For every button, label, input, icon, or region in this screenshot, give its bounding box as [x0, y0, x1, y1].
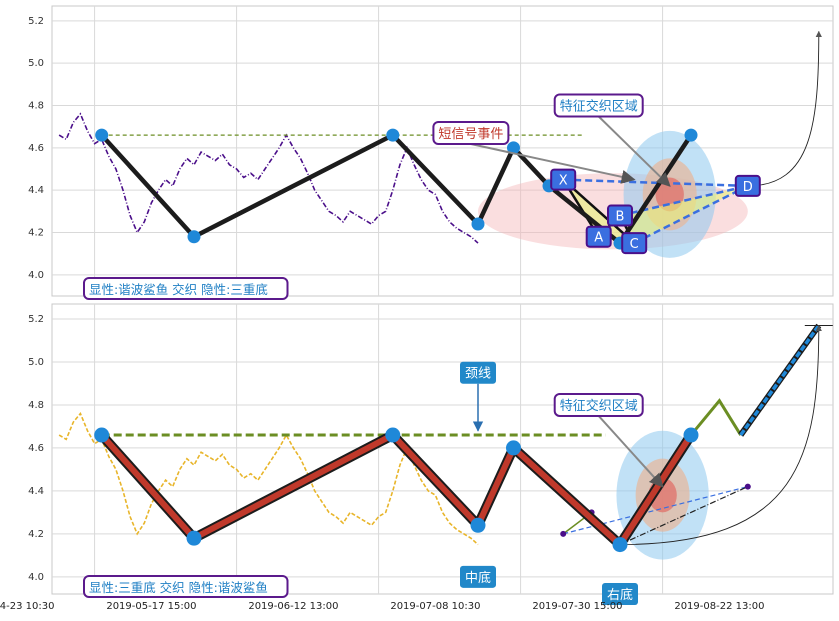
plot-frame — [51, 303, 834, 595]
x-tick-label: 2019-07-08 10:30 — [390, 601, 480, 612]
annotation-text: 短信号事件 — [438, 127, 503, 142]
harmonic-leg — [562, 178, 636, 245]
y-tick-label: 4.8 — [28, 400, 44, 411]
harmonic-point-label: X — [559, 174, 568, 189]
annotation-box — [460, 361, 496, 384]
pattern-node — [386, 128, 400, 142]
annotation-text: 特征交织区域 — [560, 98, 638, 114]
pattern-node — [470, 517, 486, 533]
pattern-node — [506, 440, 521, 456]
pattern-node — [94, 427, 110, 443]
annotation-arrow — [598, 115, 671, 187]
footer-label-text: 显性:三重底 交织 隐性:谐波鲨鱼 — [89, 580, 268, 595]
y-tick-label: 4.2 — [28, 529, 44, 540]
breakout-curve — [619, 324, 822, 546]
pattern-node — [507, 141, 520, 155]
harmonic-point-badge — [550, 168, 577, 191]
annotation-box — [553, 392, 644, 417]
harmonic-dashed-leg — [563, 178, 748, 188]
point-label-box — [602, 583, 638, 605]
footer-label-box — [83, 277, 289, 300]
pattern-node — [95, 128, 109, 142]
harmonic-dashed-leg — [633, 184, 749, 245]
footer-label-box — [83, 575, 289, 598]
annotation-text: 特征交织区域 — [560, 398, 638, 414]
pattern-node — [187, 230, 201, 244]
y-tick-label: 4.2 — [28, 227, 44, 238]
y-tick-label: 5.2 — [28, 16, 44, 27]
annotation-arrow — [470, 143, 636, 184]
x-tick-label: 2019-08-22 13:00 — [674, 601, 764, 612]
y-tick-label: 5.0 — [28, 58, 44, 69]
harmonic-point-label: A — [594, 231, 603, 246]
y-tick-label: 4.6 — [28, 143, 44, 154]
harmonic-point-label: B — [616, 210, 625, 225]
target-line — [739, 324, 821, 437]
harmonic-point-badge — [607, 204, 633, 227]
y-tick-label: 4.6 — [28, 443, 44, 454]
projection-line — [689, 398, 742, 436]
pattern-node — [385, 427, 401, 443]
price-series-line — [58, 412, 479, 546]
x-tick-label: 2019-07-30 15:00 — [532, 601, 622, 612]
harmonic-point-badge — [621, 232, 648, 255]
y-tick-label: 4.4 — [28, 486, 44, 497]
harmonic-point-badge — [585, 225, 612, 248]
minor-dashdot-line — [619, 486, 749, 546]
y-tick-label: 4.4 — [28, 185, 44, 196]
pattern-node — [684, 128, 698, 142]
plot-frame — [51, 5, 834, 297]
pattern-node — [186, 530, 202, 546]
x-tick-label: 2019-04-23 10:30 — [0, 601, 54, 612]
harmonic-fill-bcd — [620, 185, 748, 244]
point-label-text: 右底 — [607, 587, 633, 603]
x-tick-label: 2019-06-12 13:00 — [248, 601, 338, 612]
pattern-node — [612, 537, 628, 553]
minor-point — [560, 530, 567, 537]
y-tick-label: 4.0 — [28, 270, 44, 281]
y-tick-label: 5.2 — [28, 314, 44, 325]
y-tick-label: 4.8 — [28, 100, 44, 111]
footer-label-text: 显性:谐波鲨鱼 交织 隐性:三重底 — [89, 282, 268, 297]
annotation-box — [432, 121, 510, 146]
y-tick-label: 4.0 — [28, 572, 44, 583]
breakout-curve — [747, 30, 822, 187]
annotation-text: 颈线 — [465, 367, 491, 382]
annotation-box — [553, 93, 644, 118]
harmonic-point-label: C — [630, 237, 639, 252]
point-label-text: 中底 — [465, 570, 491, 586]
pattern-node — [471, 217, 485, 231]
panel-top: 4.0 4.2 4.4 4.6 4.8 5.0 5.2 X ABC D 特征交织区域短信号事件显性:… — [28, 5, 834, 300]
harmonic-point-label: D — [743, 180, 753, 195]
harmonic-point-badge — [734, 174, 761, 197]
annotation-arrow — [597, 415, 664, 488]
y-tick-label: 5.0 — [28, 357, 44, 368]
point-label-box — [460, 565, 496, 588]
x-tick-label: 2019-05-17 15:00 — [106, 601, 196, 612]
minor-point — [744, 483, 751, 490]
pattern-node — [683, 427, 699, 443]
